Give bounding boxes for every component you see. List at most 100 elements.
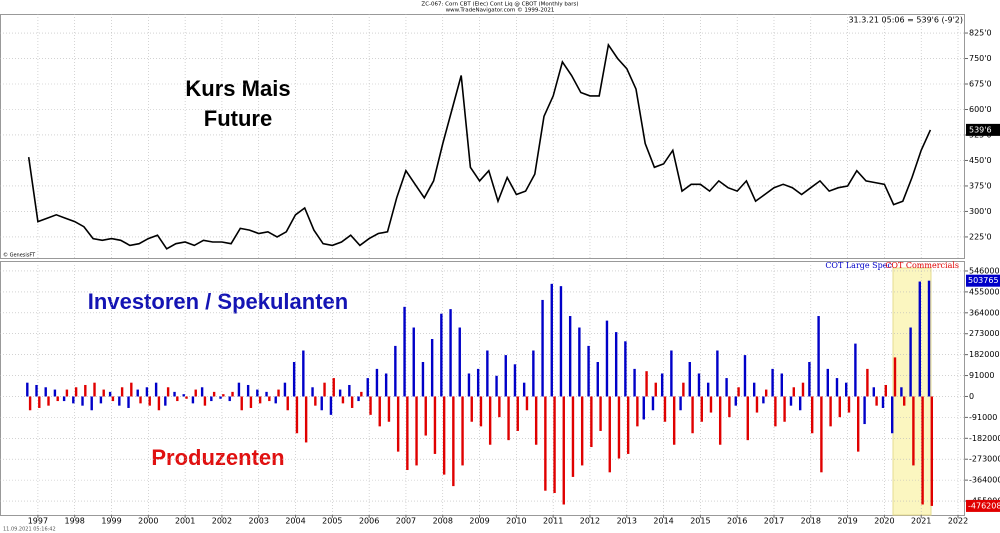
bar	[709, 396, 713, 413]
bar	[826, 368, 829, 397]
x-tick-label: 1997	[28, 517, 48, 526]
x-tick-label: 2010	[506, 517, 526, 526]
bar	[421, 361, 425, 397]
bar	[200, 387, 204, 397]
bar	[663, 396, 667, 422]
bar	[415, 396, 418, 466]
bar	[835, 378, 839, 397]
last-value-label: -476208	[968, 501, 1000, 510]
annotation: Kurs Mais	[185, 76, 290, 101]
bar	[424, 396, 427, 436]
bar	[74, 387, 78, 397]
bar	[679, 396, 682, 411]
bar	[136, 389, 139, 397]
annotation: Produzenten	[151, 445, 284, 470]
y-tick-label: 455000	[969, 287, 1000, 296]
bar	[237, 382, 241, 397]
x-tick-label: 2016	[727, 517, 747, 526]
x-tick-label: 2013	[617, 517, 637, 526]
bar	[672, 396, 676, 445]
bar	[295, 396, 299, 434]
bar	[412, 327, 415, 397]
bar	[590, 396, 593, 448]
bar	[164, 396, 167, 406]
bar	[145, 387, 149, 397]
bar	[587, 345, 590, 397]
bar	[461, 396, 464, 466]
bar	[838, 396, 841, 418]
bar	[265, 391, 268, 397]
bar	[771, 368, 774, 397]
bar	[578, 327, 581, 397]
bar	[470, 396, 473, 422]
bar	[194, 389, 197, 397]
bar	[130, 382, 133, 397]
bar	[384, 373, 388, 397]
y-tick-label: -91000	[969, 413, 997, 422]
bar	[697, 373, 701, 397]
bar	[222, 394, 225, 397]
bar	[118, 396, 121, 406]
bar	[746, 396, 749, 441]
bar	[127, 396, 130, 408]
bar	[228, 396, 231, 402]
bar	[440, 313, 443, 397]
bar	[789, 396, 793, 406]
bar	[35, 384, 38, 397]
bar	[394, 345, 397, 397]
bar	[504, 355, 507, 397]
y-tick-label: 364000	[969, 308, 1000, 317]
bar	[571, 396, 575, 477]
bar	[562, 396, 565, 505]
bar	[176, 396, 179, 402]
bar	[847, 396, 851, 413]
bar	[636, 396, 639, 427]
y-tick-label: 675'0	[969, 80, 992, 89]
bar	[688, 361, 691, 397]
y-tick-label: 375'0	[969, 181, 992, 190]
bar	[872, 387, 875, 397]
bar	[624, 341, 627, 397]
bar	[366, 378, 369, 397]
x-tick-label: 2004	[285, 517, 305, 526]
chart-title: ZC-067: Corn CBT (Elec) Cont Liq @ CBOT …	[421, 2, 578, 8]
x-tick-label: 2022	[948, 517, 968, 526]
bar	[320, 396, 323, 411]
bar	[881, 396, 885, 408]
last-value-box	[966, 274, 1000, 287]
x-tick-label: 2009	[469, 517, 489, 526]
bar	[844, 382, 848, 397]
bar	[651, 396, 655, 411]
bar	[810, 396, 814, 434]
x-tick-label: 1998	[65, 517, 85, 526]
bar	[682, 382, 685, 397]
bar	[783, 396, 786, 422]
x-tick-label: 2021	[911, 517, 931, 526]
bar	[921, 396, 924, 505]
bar	[338, 389, 342, 397]
y-tick-label: 182000	[969, 350, 1000, 359]
x-tick-label: 2005	[322, 517, 342, 526]
x-tick-label: 1999	[101, 517, 121, 526]
y-tick-label: 225'0	[969, 232, 992, 241]
bar	[28, 396, 32, 411]
bar	[256, 389, 259, 397]
x-tick-label: 2003	[249, 517, 269, 526]
bar	[403, 306, 406, 397]
bar	[660, 373, 664, 397]
bar	[525, 396, 529, 411]
bar	[817, 316, 820, 397]
last-value-box	[966, 123, 1000, 136]
y-tick-label: 546000	[969, 266, 1000, 275]
bar	[912, 396, 915, 466]
bar	[642, 396, 645, 420]
bar	[884, 384, 887, 397]
bar	[357, 396, 360, 402]
bar	[599, 396, 602, 431]
bar	[47, 396, 50, 406]
bar	[532, 350, 535, 397]
source: © GenesisFT	[3, 252, 36, 259]
bar	[854, 343, 857, 397]
bar	[645, 371, 648, 397]
